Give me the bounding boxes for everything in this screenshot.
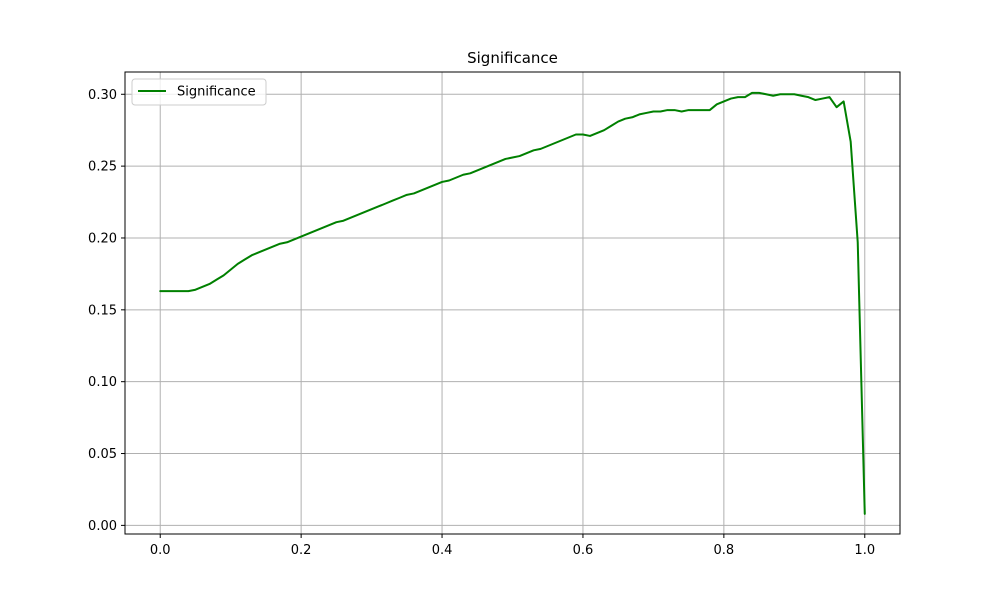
tick-layer: 0.0 0.2 0.4 0.6 0.8 1.0 0.00 0.05 0.10 0.15 0.20 0.… xyxy=(88,88,875,558)
y-tick-label: 0.30 xyxy=(88,88,117,103)
chart-title: Significance xyxy=(467,49,558,67)
grid-layer xyxy=(125,72,900,534)
y-tick-label: 0.25 xyxy=(88,160,117,175)
x-tick-label: 0.2 xyxy=(291,543,312,558)
plot-area-frame xyxy=(124,71,901,535)
legend-label: Significance xyxy=(177,85,256,100)
y-tick-label: 0.05 xyxy=(88,447,117,462)
x-tick-label: 0.8 xyxy=(714,543,735,558)
x-tick-label: 0.6 xyxy=(573,543,594,558)
legend: Significance xyxy=(131,78,267,106)
x-tick-label: 0.4 xyxy=(432,543,453,558)
y-tick-label: 0.20 xyxy=(88,231,117,246)
legend-box xyxy=(131,78,267,106)
x-tick-label: 1.0 xyxy=(854,543,875,558)
y-tick-label: 0.00 xyxy=(88,519,117,534)
x-tick-label: 0.0 xyxy=(150,543,171,558)
y-tick-label: 0.15 xyxy=(88,303,117,318)
series-layer xyxy=(159,91,866,515)
series-line-significance xyxy=(159,91,866,515)
y-tick-label: 0.10 xyxy=(88,375,117,390)
